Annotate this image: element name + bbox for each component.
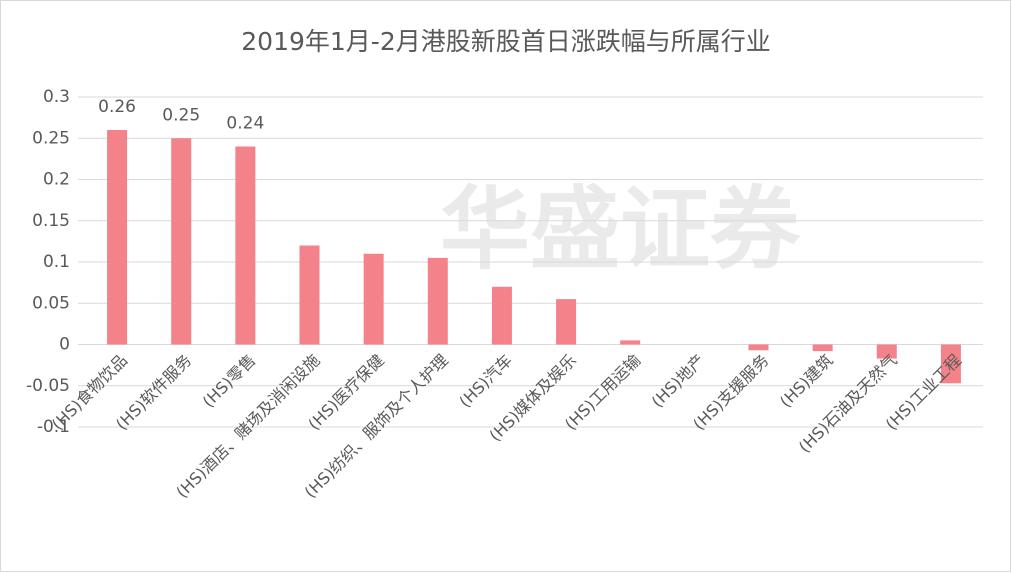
bar <box>107 130 128 345</box>
bar <box>748 344 769 351</box>
bar <box>299 245 320 345</box>
bar <box>812 344 833 352</box>
data-label: 0.26 <box>98 97 136 117</box>
bar <box>427 257 448 345</box>
y-tick-label: 0.25 <box>32 128 70 148</box>
bar <box>363 253 384 345</box>
bar <box>940 344 961 384</box>
y-tick-label: 0.05 <box>32 293 70 313</box>
data-label: 0.24 <box>226 114 264 134</box>
chart-title: 2019年1月-2月港股新股首日涨跌幅与所属行业 <box>241 27 770 56</box>
y-tick-label: -0.1 <box>37 417 70 437</box>
bar <box>556 299 577 345</box>
y-tick-label: 0.15 <box>32 211 70 231</box>
y-tick-label: 0 <box>59 335 70 355</box>
data-label: 0.25 <box>162 105 200 125</box>
y-tick-label: 0.3 <box>43 87 70 107</box>
y-tick-label: 0.1 <box>43 252 70 272</box>
y-tick-label: -0.05 <box>26 376 70 396</box>
bar <box>620 340 641 345</box>
bar <box>876 344 897 359</box>
y-tick-label: 0.2 <box>43 170 70 190</box>
bar <box>491 286 512 345</box>
bar <box>171 138 192 345</box>
bar <box>235 146 256 345</box>
watermark: 华盛证券 <box>440 177 801 282</box>
